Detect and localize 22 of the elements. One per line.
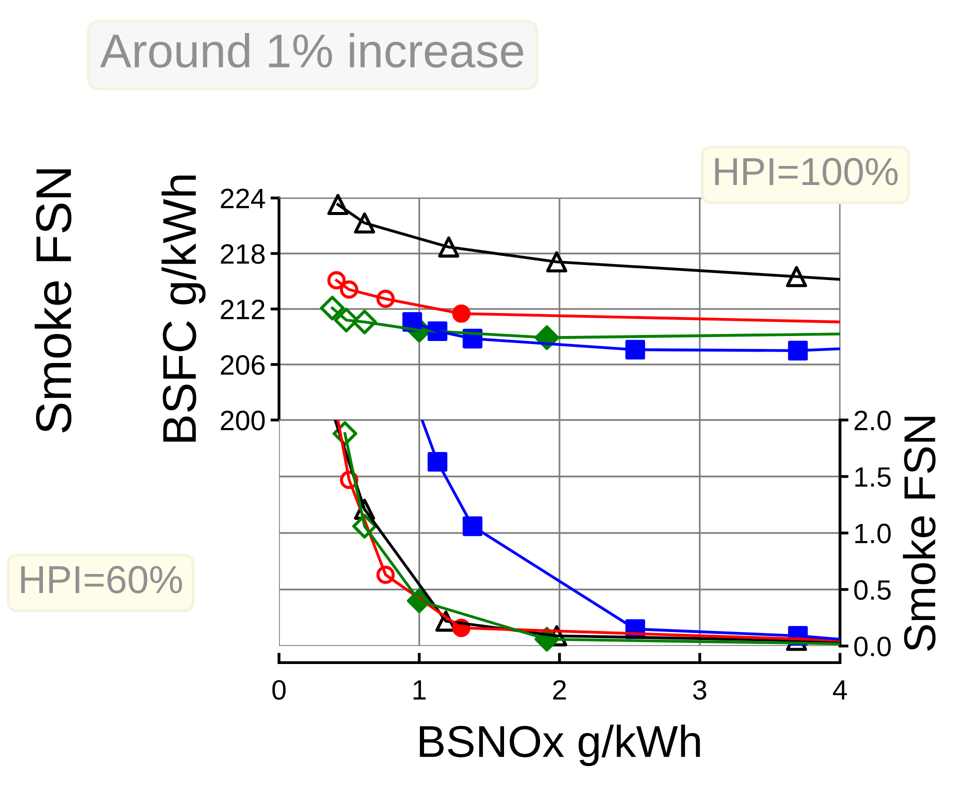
text: HPI=100%: [715, 158, 898, 186]
y2-tick-label: 0.5: [854, 580, 891, 600]
x-axis-title: BSNOx g/kWh: [420, 724, 700, 766]
x-tick-label: 0: [272, 680, 286, 700]
y-tick-label: 218: [220, 244, 265, 264]
x-tick-label: 1: [414, 680, 426, 700]
y2-tick-label: 2.0: [854, 410, 891, 430]
y-tick-label: 212: [220, 300, 264, 320]
x-tick-label: 4: [832, 680, 847, 700]
y2-axis-title: Smoke FSN: [902, 416, 936, 651]
y-tick-label: 224: [220, 188, 265, 208]
y2-tick-label: 0.0: [854, 636, 891, 656]
x-tick-label: 3: [693, 680, 706, 700]
x-tick-label: 2: [553, 680, 566, 700]
y-tick-label: 206: [220, 355, 265, 375]
text: Around 1% increase: [100, 32, 524, 68]
y-tick-label: 200: [220, 410, 265, 430]
y-axis-title: BSFC g/kWh: [162, 176, 206, 442]
y2-tick-label: 1.0: [855, 524, 891, 544]
text: HPI=60%: [21, 566, 182, 594]
text: Smoke FSN: [34, 169, 72, 432]
y2-tick-label: 1.5: [855, 467, 891, 487]
